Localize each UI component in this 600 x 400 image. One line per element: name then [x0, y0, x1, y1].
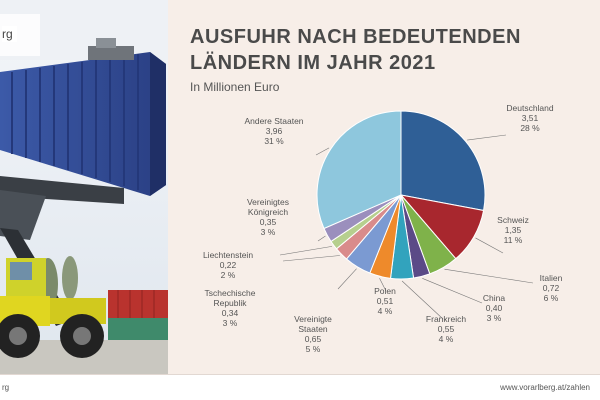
slice-label: Liechtenstein 0,22 2 % — [203, 250, 253, 280]
leader-line — [315, 147, 330, 156]
slice-label: China 0,40 3 % — [483, 293, 505, 323]
pie-slice-deutschland — [400, 110, 486, 212]
container-crane-illustration — [0, 0, 168, 374]
slice-label: Vereinigtes Königreich 0,35 3 % — [247, 197, 289, 237]
leader-line — [444, 268, 534, 284]
footer-brand: rg — [2, 383, 10, 392]
leader-line — [317, 235, 326, 242]
chart-title-line-1: AUSFUHR NACH BEDEUTENDEN — [190, 26, 521, 48]
slice-label: Andere Staaten 3,96 31 % — [244, 116, 303, 146]
slice-label: Deutschland 3,51 28 % — [506, 103, 554, 133]
pie-slice-andere-staaten — [316, 110, 402, 230]
leader-line — [467, 134, 507, 141]
footer: rg www.vorarlberg.at/zahlen — [0, 374, 600, 400]
pie-chart-svg: Deutschland 3,51 28 % Schweiz 1,35 11 % Italie… — [203, 103, 563, 354]
slice-label: Italien 0,72 6 % — [540, 273, 563, 303]
leader-line — [422, 278, 483, 304]
chart-title: AUSFUHR NACH BEDEUTENDEN LÄNDERN IM JAHR… — [190, 24, 590, 76]
slice-label: Tschechische Republik 0,34 3 % — [204, 288, 255, 328]
logo: rg — [2, 26, 17, 42]
pie-chart: Deutschland 3,51 28 % Schweiz 1,35 11 % Italie… — [168, 95, 600, 374]
chart-subtitle: In Millionen Euro — [190, 80, 280, 94]
leader-line — [279, 246, 333, 256]
container-crane-photo: rg — [0, 0, 168, 374]
footer-url[interactable]: www.vorarlberg.at/zahlen — [500, 383, 590, 392]
leader-line — [337, 268, 357, 290]
slice-label: Schweiz 1,35 11 % — [497, 215, 529, 245]
leader-line — [379, 278, 387, 292]
slice-label: Frankreich 0,55 4 % — [426, 314, 466, 344]
leader-line — [282, 255, 340, 262]
leader-line — [401, 280, 444, 320]
chart-title-line-2: LÄNDERN IM JAHR 2021 — [190, 52, 436, 74]
slice-label: Vereinigte Staaten 0,65 5 % — [294, 314, 332, 354]
leader-line — [475, 237, 504, 254]
slice-label: Polen 0,51 4 % — [374, 286, 396, 316]
